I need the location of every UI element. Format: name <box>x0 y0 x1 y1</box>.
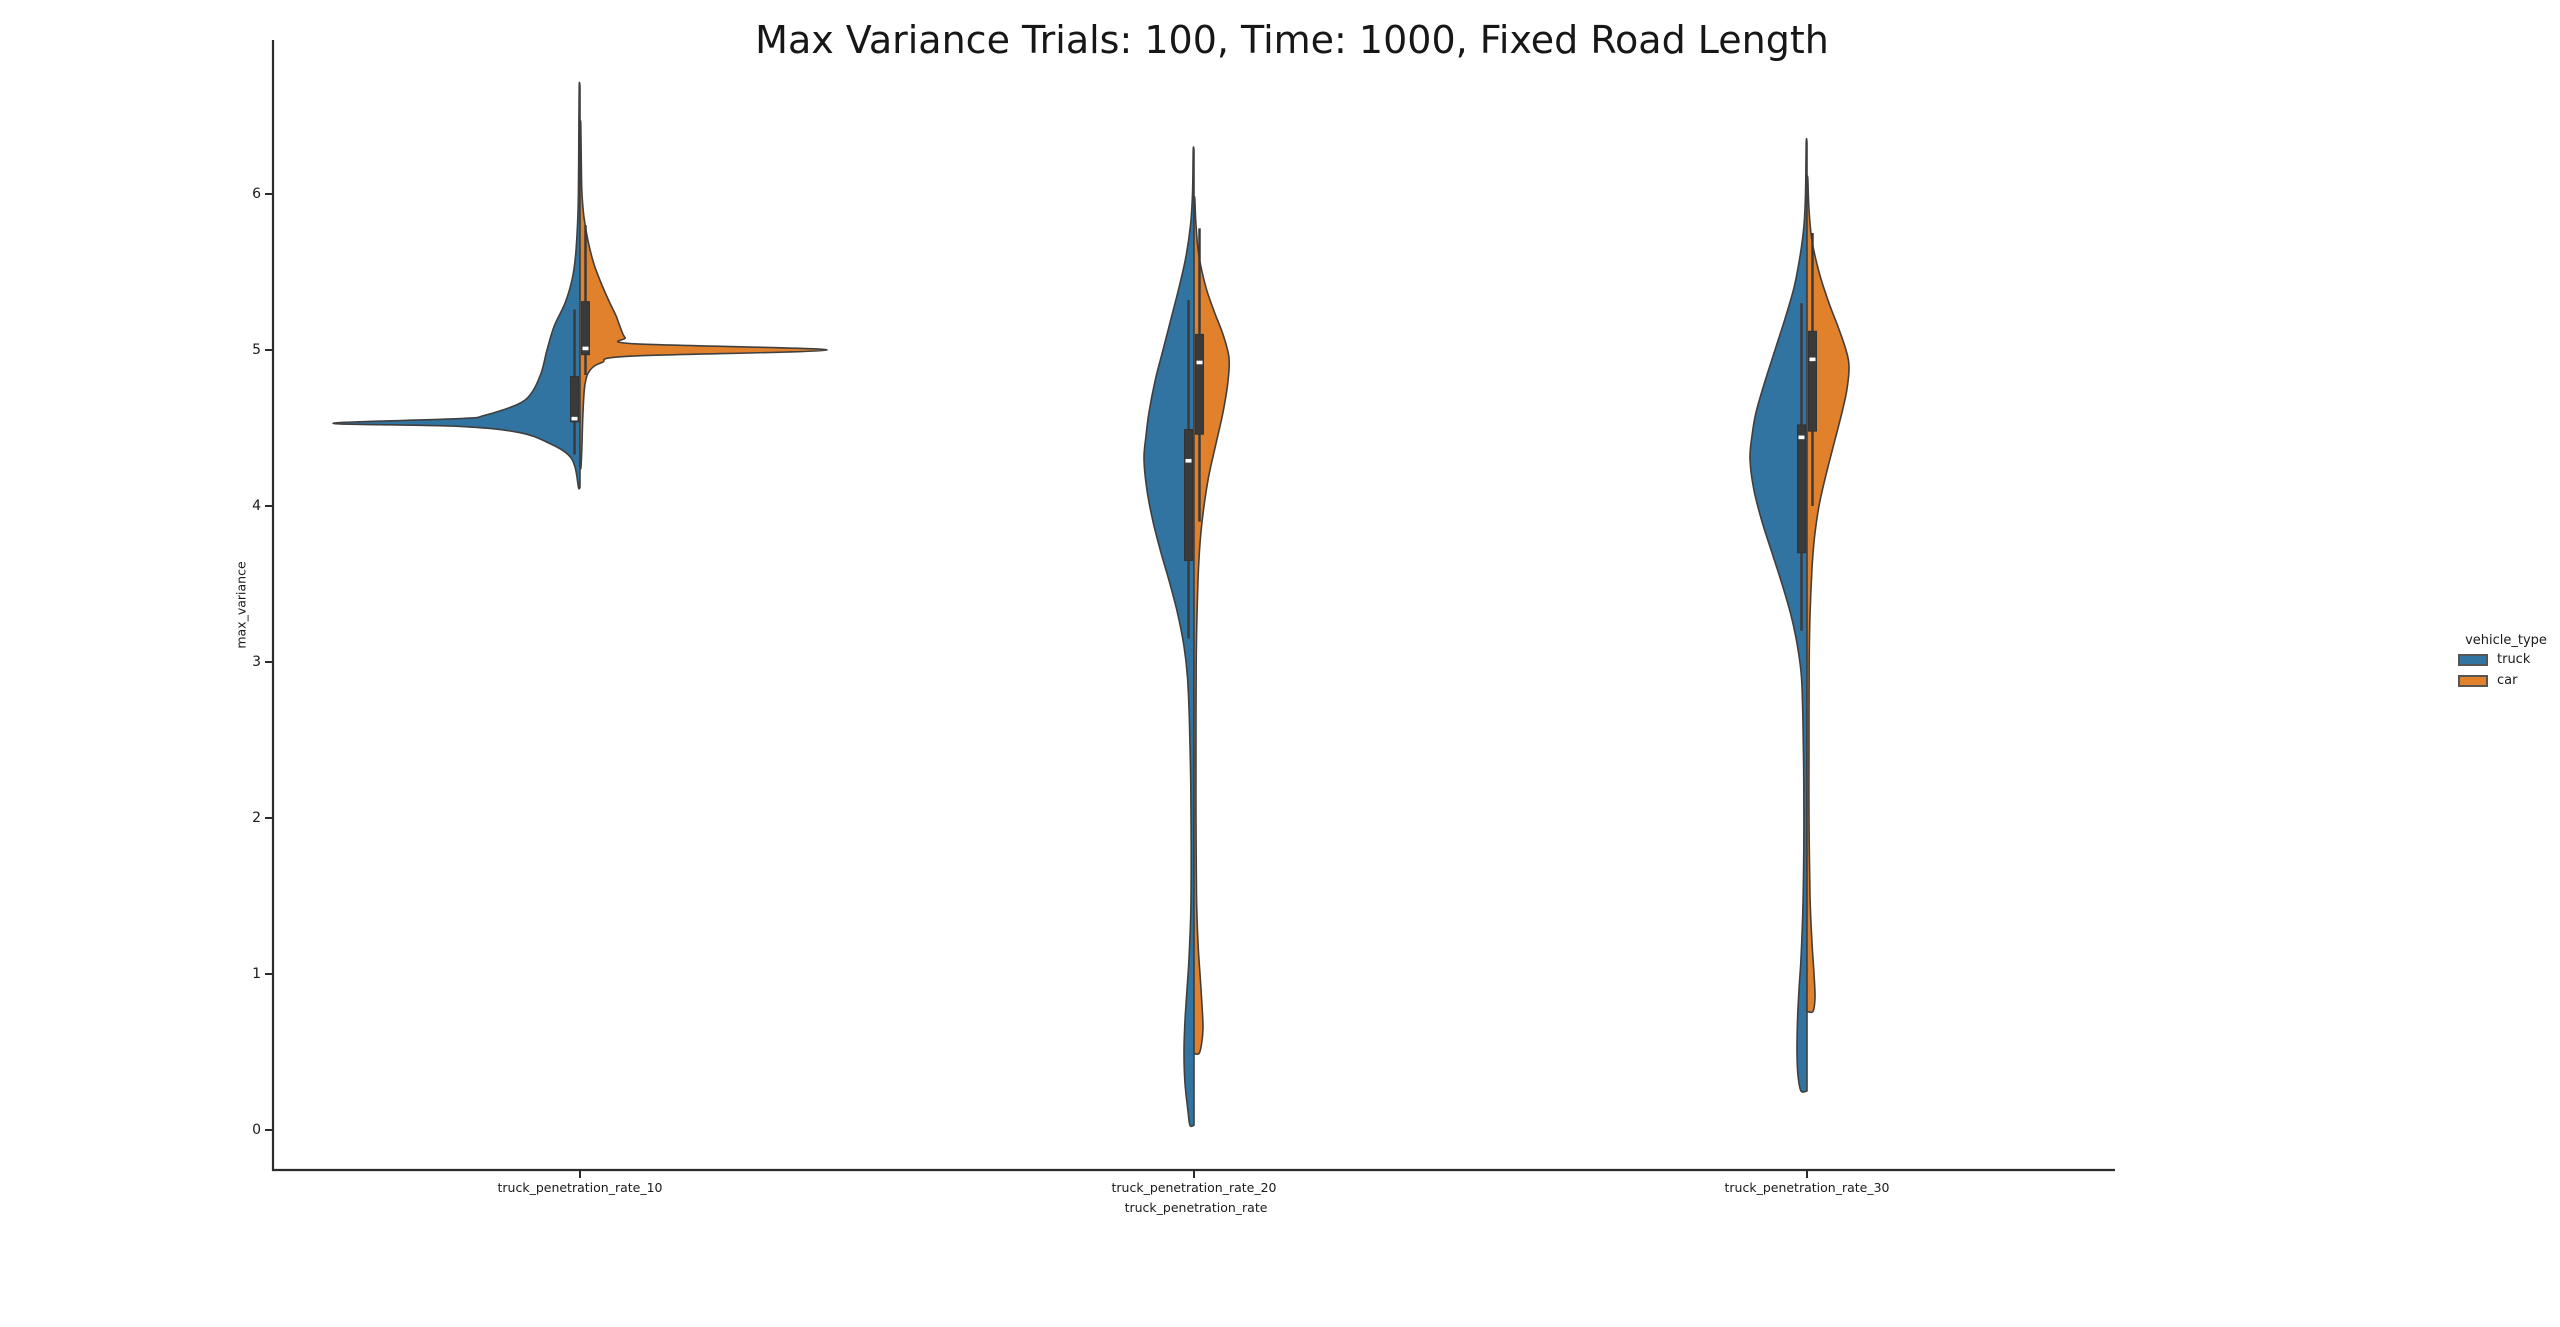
violin-truck-truck_penetration_rate_20 <box>1143 146 1195 1128</box>
inner-boxplots-layer <box>570 225 1817 639</box>
iqr-box-truck-truck_penetration_rate_20 <box>1184 429 1193 562</box>
iqr-box-car-truck_penetration_rate_20 <box>1195 333 1204 435</box>
legend-item-car: car <box>2458 674 2554 688</box>
x-tick-label-truck_penetration_rate_10: truck_penetration_rate_10 <box>497 1180 663 1195</box>
y-tick-label-4: 4 <box>252 498 261 514</box>
legend: vehicle_type truck car <box>2458 633 2554 695</box>
y-tick-label-5: 5 <box>252 342 261 358</box>
x-axis-label: truck_penetration_rate <box>1124 1200 1268 1215</box>
violin-truck-truck_penetration_rate_10 <box>332 81 581 490</box>
violin-car-truck_penetration_rate_30 <box>1806 175 1850 1014</box>
median-line-truck-truck_penetration_rate_30 <box>1798 435 1805 440</box>
median-line-truck-truck_penetration_rate_20 <box>1185 458 1192 463</box>
iqr-box-car-truck_penetration_rate_10 <box>581 301 590 356</box>
legend-label-car: car <box>2497 673 2518 688</box>
y-tick-label-0: 0 <box>252 1122 261 1138</box>
y-tick-label-6: 6 <box>252 186 261 202</box>
y-axis-label: max_variance <box>233 561 249 649</box>
median-line-car-truck_penetration_rate_30 <box>1809 357 1816 362</box>
legend-swatch-car-icon <box>2458 675 2488 687</box>
x-tick-label-truck_penetration_rate_30: truck_penetration_rate_30 <box>1724 1180 1890 1195</box>
legend-label-truck: truck <box>2497 652 2531 667</box>
violin-truck-truck_penetration_rate_30 <box>1749 137 1808 1093</box>
violins-layer <box>332 81 1850 1128</box>
violin-car-truck_penetration_rate_10 <box>579 120 828 470</box>
x-tick-label-truck_penetration_rate_20: truck_penetration_rate_20 <box>1111 1180 1277 1195</box>
median-line-truck-truck_penetration_rate_10 <box>571 416 578 421</box>
legend-item-truck: truck <box>2458 653 2554 667</box>
iqr-box-truck-truck_penetration_rate_30 <box>1797 424 1806 554</box>
y-tick-label-2: 2 <box>252 810 261 826</box>
y-tick-label-1: 1 <box>252 966 261 982</box>
y-tick-label-3: 3 <box>252 654 261 670</box>
iqr-box-truck-truck_penetration_rate_10 <box>570 376 579 423</box>
median-line-car-truck_penetration_rate_20 <box>1196 360 1203 365</box>
iqr-box-car-truck_penetration_rate_30 <box>1808 330 1817 432</box>
legend-title: vehicle_type <box>2465 633 2547 648</box>
axes-layer <box>265 40 2115 1178</box>
legend-swatch-truck-icon <box>2458 654 2488 666</box>
chart-title: Max Variance Trials: 100, Time: 1000, Fi… <box>755 18 1829 62</box>
median-line-car-truck_penetration_rate_10 <box>582 346 589 351</box>
